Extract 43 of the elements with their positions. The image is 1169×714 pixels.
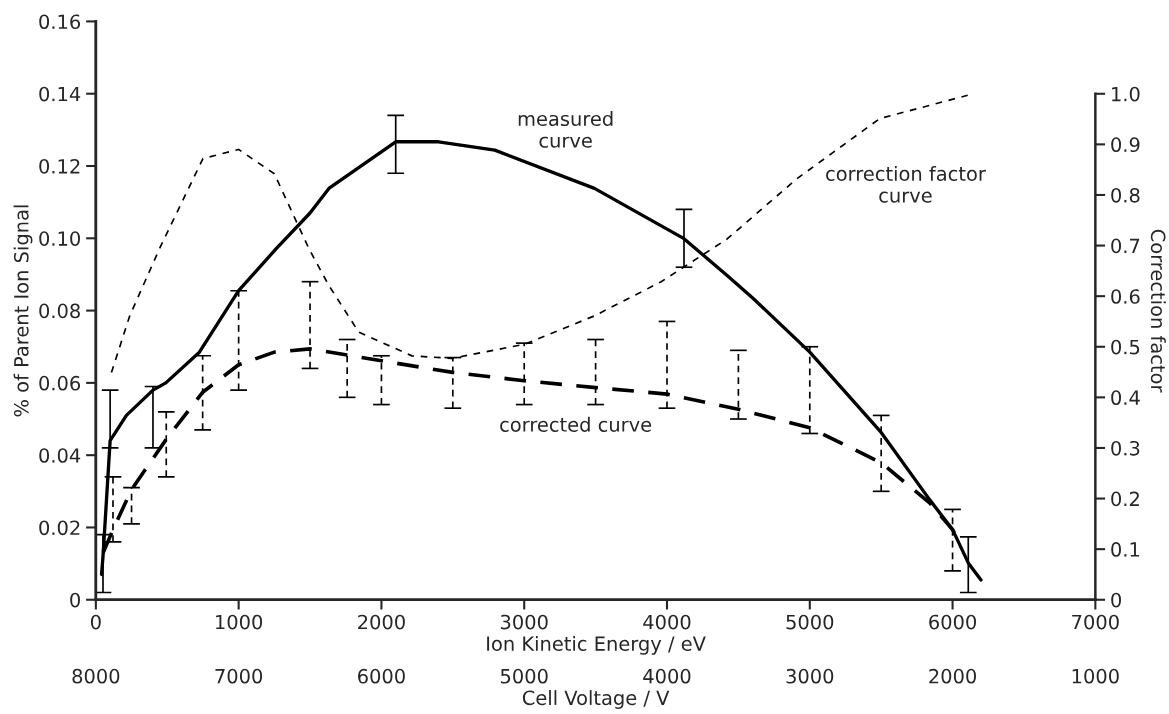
x-tick-label: 4000 (643, 614, 691, 630)
y-tick-label: 0.02 (39, 520, 80, 536)
y-tick-label: 0.10 (39, 231, 80, 246)
y2-tick-label: 0 (1111, 592, 1122, 608)
y-tick-label: 0.14 (39, 86, 81, 102)
y-tick-label: 0.08 (39, 303, 80, 319)
x2-tick-label: 7000 (215, 668, 263, 684)
y2-tick-label: 0.5 (1111, 339, 1140, 355)
y2-tick-label: 0.1 (1111, 542, 1140, 557)
y2-tick-label: 0.6 (1111, 289, 1140, 304)
y2-tick-label: 0.9 (1111, 137, 1140, 153)
x-tick-label: 1000 (216, 614, 263, 630)
annotation: correction factor curve (826, 165, 986, 203)
y2-tick-label: 0.7 (1111, 238, 1140, 254)
x-tick-label: 3000 (500, 614, 548, 630)
x-tick-label: 7000 (1072, 614, 1119, 630)
y2-tick-label: 0.2 (1111, 491, 1139, 507)
y-tick-label: 0.12 (39, 158, 80, 174)
annotation: measured curve (518, 111, 613, 148)
y-tick-label: 0.04 (39, 448, 81, 463)
x-tick-label: 6000 (929, 614, 977, 630)
x2-tick-label: 6000 (358, 668, 405, 684)
y2-tick-label: 0.4 (1111, 390, 1140, 406)
annotation: corrected curve (500, 416, 652, 432)
x2-tick-label: 8000 (72, 668, 120, 684)
y2-tick-label: 1.0 (1112, 86, 1140, 102)
x2-tick-label: 4000 (643, 668, 691, 684)
y-tick-label: 0.06 (39, 375, 81, 391)
x2-axis-title: Cell Voltage / V (522, 690, 670, 709)
y-tick-label: 0.16 (39, 14, 81, 30)
y2-axis-title: Correction factor (1150, 229, 1166, 393)
x-tick-label: 0 (90, 614, 101, 630)
x2-tick-label: 1000 (1072, 668, 1119, 684)
y2-tick-label: 0.8 (1111, 187, 1140, 203)
x-tick-label: 2000 (358, 614, 405, 630)
x2-tick-label: 5000 (500, 668, 548, 684)
x-axis-title: Ion Kinetic Energy / eV (487, 635, 706, 655)
x2-tick-label: 3000 (786, 668, 834, 684)
x-tick-label: 5000 (786, 614, 834, 630)
y2-tick-label: 0.3 (1111, 440, 1140, 456)
x2-tick-label: 2000 (929, 668, 977, 684)
y-axis-title: % of Parent Ion Signal (13, 205, 33, 417)
y-tick-label: 0 (70, 592, 80, 608)
